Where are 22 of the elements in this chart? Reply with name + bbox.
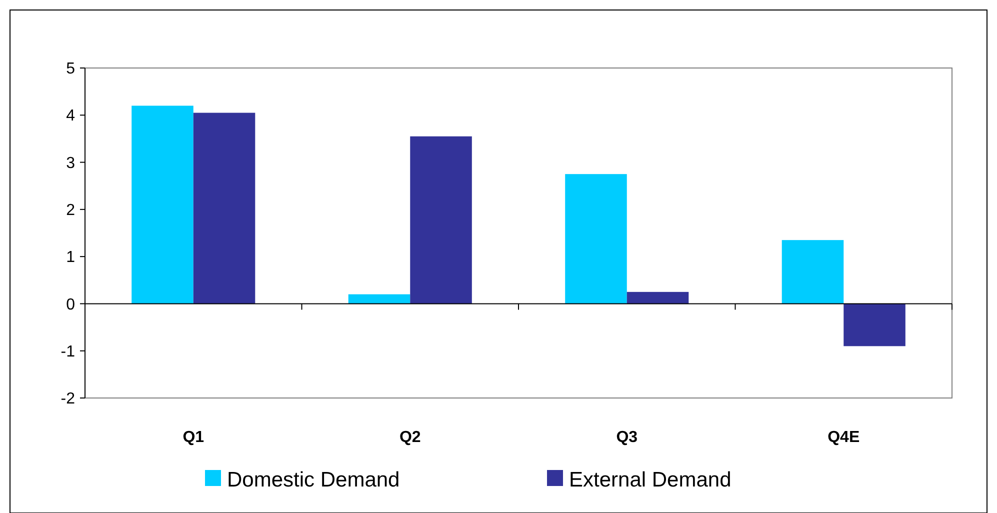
legend-label: Domestic Demand [227,468,400,492]
bar [132,106,194,304]
legend-label: External Demand [569,468,732,492]
y-tick-label: 5 [66,60,76,78]
x-tick-label: Q2 [399,429,421,446]
y-tick-label: -1 [60,343,76,360]
bar [348,294,410,304]
y-tick-label: 4 [66,108,76,125]
bar [193,112,256,304]
bar [565,174,627,304]
bar [782,240,844,304]
x-tick-label: Q1 [182,429,204,446]
y-tick-label: 0 [66,296,76,314]
bar [844,304,906,346]
y-tick-label: 2 [66,202,76,220]
y-tick-label: 1 [66,249,76,266]
y-tick-label: 3 [66,154,76,172]
y-tick-label: -2 [60,390,76,408]
bar [410,136,472,304]
x-tick-label: Q4E [828,429,860,446]
x-tick-label: Q3 [616,429,638,446]
bar [626,292,689,304]
